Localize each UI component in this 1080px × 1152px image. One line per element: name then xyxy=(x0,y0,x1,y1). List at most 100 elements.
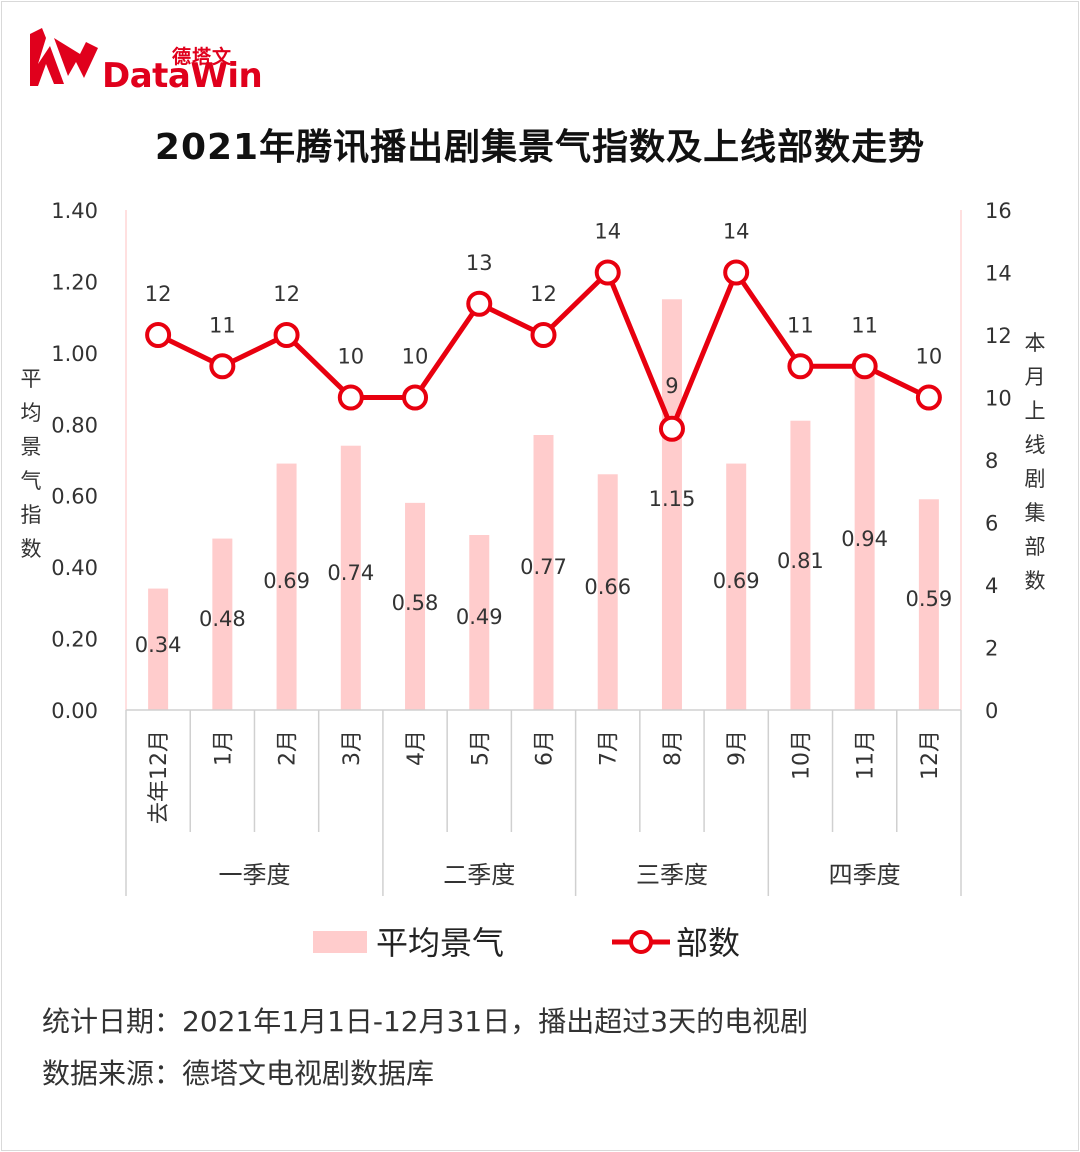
footer-source: 数据来源：德塔文电视剧数据库 xyxy=(42,1057,435,1090)
line-value-label: 11 xyxy=(209,313,236,337)
x-tick-label: 3月 xyxy=(340,730,365,766)
bar xyxy=(726,463,747,710)
bar-value-label: 0.77 xyxy=(520,555,567,579)
line-marker xyxy=(402,384,429,411)
line-value-label: 9 xyxy=(665,374,678,398)
bar xyxy=(148,588,169,710)
right-tick-label: 12 xyxy=(985,324,1012,348)
x-tick-label: 去年12月 xyxy=(147,730,172,824)
line-value-label: 12 xyxy=(145,282,172,306)
combo-chart: 0.00 0.20 0.40 0.60 0.80 1.00 1.20 1.40 0 2 4 6 8 10 1… xyxy=(51,199,1012,896)
bar-value-label: 1.15 xyxy=(649,487,696,511)
quarter-label: 三季度 xyxy=(636,861,708,889)
line-marker xyxy=(337,384,364,411)
left-tick-label: 1.40 xyxy=(51,199,98,223)
legend-bar-label: 平均景气 xyxy=(376,924,505,962)
bar xyxy=(212,538,233,710)
bar-value-label: 0.58 xyxy=(392,591,439,615)
bar-value-label: 0.59 xyxy=(906,587,953,611)
right-axis-title-char: 剧 xyxy=(1024,467,1046,491)
left-axis-title-char: 平 xyxy=(20,367,42,391)
bar xyxy=(533,435,554,710)
left-axis-title: 平均景气指数 xyxy=(19,362,43,566)
line-value-label: 10 xyxy=(916,345,943,369)
quarter-label: 二季度 xyxy=(443,861,515,889)
line-value-label: 10 xyxy=(402,345,429,369)
right-tick-label: 0 xyxy=(985,699,998,723)
left-tick-label: 0.60 xyxy=(51,485,98,509)
right-tick-label: 6 xyxy=(985,512,998,536)
bar-value-label: 0.66 xyxy=(584,575,631,599)
right-tick-label: 4 xyxy=(985,574,998,598)
right-axis-title-char: 部 xyxy=(1024,535,1046,559)
left-axis-title-char: 均 xyxy=(20,401,42,425)
left-tick-label: 0.40 xyxy=(51,556,98,580)
left-axis-title-char: 景 xyxy=(20,435,42,459)
right-axis-title-char: 本 xyxy=(1024,331,1046,355)
bar xyxy=(854,374,875,710)
quarter-label: 四季度 xyxy=(829,861,901,889)
line-marker xyxy=(723,259,750,286)
bar-value-label: 0.74 xyxy=(327,561,374,585)
line-value-label: 12 xyxy=(530,282,557,306)
line-marker xyxy=(145,322,172,348)
bar-value-label: 0.69 xyxy=(713,569,760,593)
line-value-label: 11 xyxy=(787,313,814,337)
line-marker xyxy=(594,259,621,286)
line-marker xyxy=(209,353,236,380)
left-tick-label: 1.00 xyxy=(51,342,98,366)
x-tick-label: 12月 xyxy=(918,730,943,780)
left-axis-title-char: 气 xyxy=(20,469,42,493)
right-axis-title-char: 上 xyxy=(1024,399,1046,423)
left-tick-label: 0.80 xyxy=(51,413,98,437)
legend-bar-swatch xyxy=(313,931,367,953)
footer-date-range: 统计日期：2021年1月1日-12月31日，播出超过3天的电视剧 xyxy=(42,1005,809,1038)
bar-value-label: 0.81 xyxy=(777,549,824,573)
left-axis-title-char: 数 xyxy=(20,537,42,561)
right-axis-title-char: 数 xyxy=(1024,569,1046,593)
bar-value-label: 0.94 xyxy=(841,527,888,551)
right-tick-label: 14 xyxy=(985,262,1012,286)
x-tick-label: 6月 xyxy=(533,730,558,766)
left-tick-label: 1.20 xyxy=(51,270,98,294)
bar xyxy=(918,499,939,710)
right-axis-title-char: 月 xyxy=(1024,365,1046,389)
line-value-label: 14 xyxy=(594,220,621,244)
x-tick-label: 11月 xyxy=(854,730,879,780)
x-tick-label: 4月 xyxy=(404,730,429,766)
bar xyxy=(469,535,490,710)
bar-value-label: 0.69 xyxy=(263,569,310,593)
x-tick-label: 1月 xyxy=(211,730,236,766)
right-axis-title: 本月上线剧集部数 xyxy=(1023,326,1047,598)
x-tick-label: 2月 xyxy=(276,730,301,766)
right-tick-label: 16 xyxy=(985,199,1012,223)
line-marker xyxy=(851,353,878,380)
x-tick-label: 8月 xyxy=(661,730,686,766)
right-axis-title-char: 线 xyxy=(1024,433,1046,457)
chart-title: 2021年腾讯播出剧集景气指数及上线部数走势 xyxy=(154,127,926,168)
right-tick-label: 2 xyxy=(985,637,998,661)
right-tick-label: 8 xyxy=(985,449,998,473)
line-marker xyxy=(466,290,493,317)
line-value-label: 14 xyxy=(723,220,750,244)
line-marker xyxy=(658,415,685,442)
x-tick-label: 9月 xyxy=(725,730,750,766)
right-axis-title-char: 集 xyxy=(1024,501,1046,525)
line-marker xyxy=(787,353,814,380)
line-value-label: 10 xyxy=(337,345,364,369)
legend-line-label: 部数 xyxy=(676,924,741,962)
legend-line-swatch xyxy=(612,930,670,954)
line-marker xyxy=(273,322,300,348)
quarter-label: 一季度 xyxy=(218,861,290,889)
logo-chinese-text: 德塔文 xyxy=(172,46,233,68)
bar xyxy=(661,299,682,710)
bar-value-label: 0.34 xyxy=(135,633,182,657)
bar-value-label: 0.48 xyxy=(199,607,246,631)
bar xyxy=(405,502,426,710)
x-tick-label: 10月 xyxy=(789,730,814,780)
bar xyxy=(276,463,297,710)
left-axis-title-char: 指 xyxy=(20,503,42,527)
x-tick-label: 7月 xyxy=(597,730,622,766)
line-value-label: 11 xyxy=(851,313,878,337)
